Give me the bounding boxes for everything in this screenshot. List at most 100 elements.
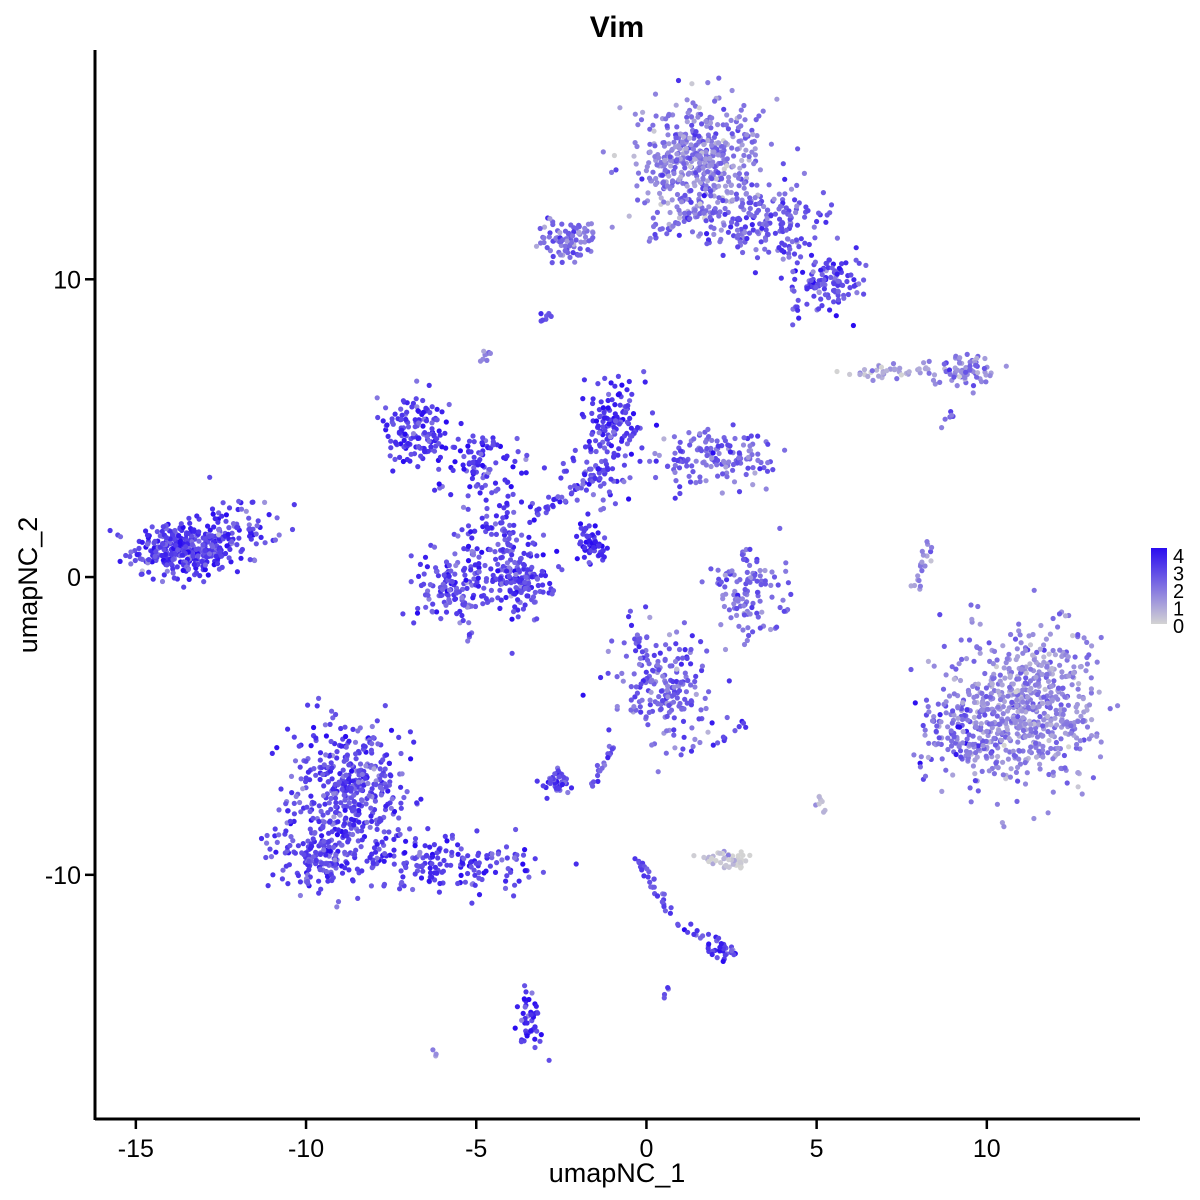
data-point bbox=[953, 751, 959, 758]
data-point bbox=[974, 374, 980, 380]
data-point bbox=[971, 658, 977, 664]
data-point bbox=[947, 371, 953, 377]
data-point bbox=[911, 582, 918, 589]
data-point bbox=[123, 552, 129, 559]
data-point bbox=[475, 852, 481, 859]
data-point bbox=[1024, 770, 1030, 776]
data-point bbox=[319, 833, 325, 839]
data-point bbox=[236, 498, 242, 504]
data-point bbox=[340, 767, 346, 773]
data-point bbox=[609, 746, 615, 752]
data-point bbox=[476, 554, 482, 560]
data-point bbox=[982, 712, 988, 718]
data-point bbox=[780, 161, 786, 167]
data-point bbox=[1053, 739, 1059, 746]
data-point bbox=[699, 667, 705, 674]
data-point bbox=[364, 858, 370, 864]
data-point bbox=[928, 549, 934, 555]
data-point bbox=[400, 458, 406, 465]
data-point bbox=[915, 573, 921, 579]
data-point bbox=[285, 808, 291, 814]
data-point bbox=[983, 753, 989, 759]
data-point bbox=[937, 612, 943, 618]
data-point bbox=[835, 278, 841, 284]
data-point bbox=[754, 559, 760, 565]
data-point bbox=[202, 547, 208, 554]
data-point bbox=[693, 480, 699, 486]
data-point bbox=[956, 374, 963, 380]
data-point bbox=[847, 371, 853, 377]
data-point bbox=[322, 801, 328, 807]
data-point bbox=[816, 794, 822, 800]
data-point bbox=[1028, 685, 1034, 692]
data-point bbox=[955, 724, 961, 730]
data-point bbox=[672, 658, 679, 665]
data-point bbox=[601, 445, 608, 451]
data-point bbox=[554, 548, 560, 554]
data-point bbox=[677, 700, 683, 707]
data-point bbox=[1088, 690, 1094, 696]
data-point bbox=[843, 260, 849, 266]
data-point bbox=[681, 706, 687, 712]
data-point bbox=[696, 160, 703, 166]
data-point bbox=[272, 537, 278, 543]
data-point bbox=[387, 453, 393, 459]
data-point bbox=[452, 551, 458, 557]
data-point bbox=[272, 826, 278, 832]
data-point bbox=[558, 475, 564, 481]
data-point bbox=[743, 191, 749, 197]
data-point bbox=[164, 568, 170, 574]
data-point bbox=[387, 772, 393, 778]
data-point bbox=[720, 252, 726, 258]
data-point bbox=[499, 581, 505, 587]
data-point bbox=[1041, 694, 1047, 700]
data-point bbox=[144, 541, 151, 548]
data-point bbox=[291, 818, 297, 825]
data-point bbox=[674, 629, 680, 635]
data-point bbox=[429, 874, 435, 880]
data-point bbox=[973, 724, 979, 730]
data-point bbox=[688, 142, 694, 148]
data-point bbox=[1062, 765, 1068, 771]
data-point bbox=[647, 697, 653, 703]
data-point bbox=[595, 778, 601, 785]
data-point bbox=[722, 205, 728, 212]
data-point bbox=[985, 706, 991, 712]
data-point bbox=[146, 569, 152, 575]
data-point bbox=[1107, 706, 1113, 712]
data-point bbox=[504, 509, 510, 516]
data-point bbox=[533, 1003, 539, 1009]
data-point bbox=[664, 713, 670, 720]
data-point bbox=[1015, 778, 1021, 784]
data-point bbox=[234, 569, 240, 575]
data-point bbox=[171, 536, 177, 542]
data-point bbox=[523, 989, 529, 995]
data-point bbox=[1008, 766, 1014, 772]
data-point bbox=[992, 742, 999, 748]
data-point bbox=[163, 535, 170, 541]
data-point bbox=[665, 985, 671, 991]
data-point bbox=[144, 532, 151, 538]
data-point bbox=[1006, 665, 1012, 672]
data-point bbox=[132, 557, 138, 564]
data-point bbox=[870, 377, 876, 383]
data-point bbox=[487, 350, 493, 356]
data-point bbox=[1028, 744, 1034, 750]
data-point bbox=[581, 554, 588, 560]
data-point bbox=[444, 862, 450, 868]
data-point bbox=[388, 445, 394, 451]
data-point bbox=[374, 718, 380, 724]
data-point bbox=[747, 443, 753, 449]
data-point bbox=[1036, 703, 1042, 710]
data-point bbox=[465, 870, 471, 877]
data-point bbox=[671, 684, 677, 690]
data-point bbox=[718, 579, 724, 585]
data-point bbox=[1005, 708, 1011, 714]
data-point bbox=[770, 467, 776, 473]
data-point bbox=[517, 559, 523, 565]
data-point bbox=[1049, 698, 1055, 704]
data-point bbox=[434, 870, 440, 876]
data-point bbox=[639, 697, 645, 703]
data-point bbox=[779, 240, 785, 246]
data-point bbox=[726, 174, 732, 180]
